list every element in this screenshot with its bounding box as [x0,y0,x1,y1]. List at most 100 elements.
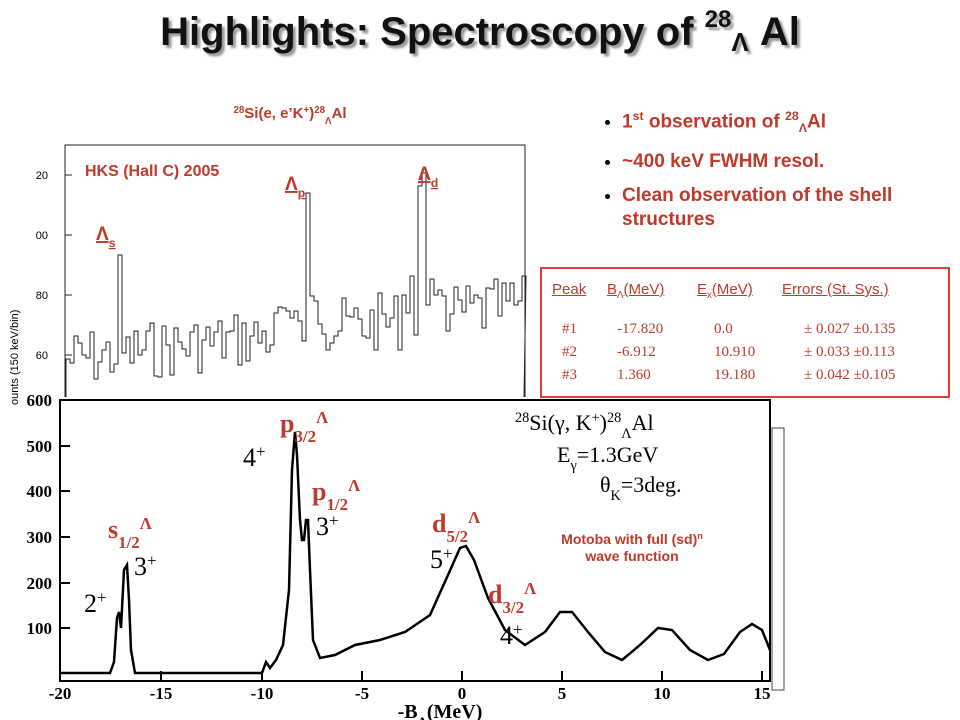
y-tick-label: 200 [27,574,53,593]
orbital-label: d3/2Λ [488,579,537,617]
bullet: Clean observation of the shell structure… [622,184,942,232]
bullet-part: Clean observation of the shell structure… [622,185,893,231]
orbital-label-part: Λ [316,408,329,427]
table-header: Peak [552,281,586,298]
x-axis-label: -BΛ(MeV) [398,701,483,720]
orbital-label-part: Λ [468,508,481,527]
bullet-part: ~400 keV FWHM resol. [622,151,825,173]
top-reaction-part: Λ [325,116,332,127]
bottom-reaction-part: ) [600,410,607,435]
bullet-part: 28 [785,109,799,123]
peak-label-part: Λ [96,224,109,245]
top-y-axis-label: ounts (150 keV/bin) [9,310,21,405]
top-reaction-part: 28 [314,105,325,116]
theory-label-part: wave function [584,548,678,564]
peak-label-part: d [431,176,439,190]
bullet-list: 1st observation of 28ΛAl ~400 keV FWHM re… [600,104,942,242]
bullet-part: observation of [643,111,786,133]
header-part: Peak [552,281,587,298]
bottom-reaction-part: 28 [607,410,621,426]
spin-label: 3+ [316,511,339,542]
peak-label: Λp [285,174,306,200]
header-part: x [707,290,712,301]
table-header: Ex(MeV) [697,281,753,301]
orbital-label-part: 3/2 [502,598,524,617]
table-cell: 19.180 [714,367,756,383]
table-cell: #3 [562,367,577,383]
table-cell: ± 0.033 ±0.113 [804,344,895,360]
x-tick-label: 15 [754,684,771,703]
beam-energy-part: E [557,442,570,467]
title-part: Al [748,10,800,54]
x-tick-label: 10 [654,684,671,703]
theory-label: wave function [584,548,678,564]
peak-label-part: s [109,236,116,250]
y-tick-label: 600 [27,391,53,410]
top-reaction-part: + [303,105,309,116]
header-part: (MeV) [711,281,753,298]
x-tick-label: 5 [558,684,567,703]
bottom-reaction-part: Si(γ, K [529,410,591,435]
orbital-label-part: 1/2 [118,533,140,552]
orbital-label: d5/2Λ [432,508,481,546]
title-part: 28 [704,6,732,33]
spin-label-part: 5 [430,545,443,574]
x-axis-label-part: (MeV) [427,701,483,720]
orbital-label-part: p [312,477,326,506]
table-cell: 1.360 [617,367,651,383]
table-cell: -17.820 [617,321,664,337]
top-reaction: 28Si(e, e’K+)28ΛAl [233,105,346,127]
theory-label-part: Motoba with full (sd) [561,531,697,547]
spin-label-part: + [443,544,453,563]
cropped-frame [771,427,785,691]
top-reaction-part: 28 [233,105,244,116]
top-y-tick-label: 00 [36,230,48,242]
top-y-tick-label: 60 [36,350,48,362]
orbital-label-part: Λ [524,579,537,598]
header-part: Λ [617,290,624,301]
bullet: 1st observation of 28ΛAl [622,104,942,140]
table-header: Errors (St. Sys.) [782,281,889,298]
bottom-frame [59,399,771,682]
slide-title: Highlights: Spectroscopy of 28Λ Al [0,6,960,58]
orbital-label-part: 5/2 [446,527,468,546]
table-cell: 10.910 [714,344,756,360]
table-cell: #1 [562,321,577,337]
spin-label-part: + [329,511,339,530]
x-tick-label: -20 [49,684,72,703]
top-reaction-part: Si(e, e’K [244,105,303,122]
kaon-angle-part: θ [600,472,611,497]
bottom-reaction-part: + [592,410,600,426]
orbital-label-part: Λ [140,514,153,533]
x-tick-label: -10 [251,684,274,703]
table-cell: #2 [562,344,577,360]
top-y-tick-label: 20 [36,170,48,182]
bullet-part: st [632,109,644,123]
spin-label: 5+ [430,544,453,575]
top-reaction-part: Al [332,105,347,122]
theory-label: Motoba with full (sd)n [561,531,703,547]
top-y-tick-label: 80 [36,290,48,302]
spin-label-part: 3 [134,552,147,581]
orbital-label-part: d [432,509,447,538]
header-part: Errors (St. Sys.) [782,281,889,298]
bullet-part: 1 [622,111,633,133]
table-cell: ± 0.027 ±0.135 [804,321,896,337]
orbital-label-part: Λ [348,476,361,495]
orbital-label-part: p [280,409,294,438]
x-axis-label-part: -B [398,701,418,720]
bottom-reaction-part: Al [632,410,654,435]
spin-label: 4+ [243,442,266,473]
table-cell: -6.912 [617,344,656,360]
orbital-label: p1/2Λ [312,476,361,514]
peak-label: Λs [96,224,116,250]
beam-energy: Eγ=1.3GeV [557,442,658,474]
spin-label: 3+ [134,551,157,582]
x-tick-label: -5 [355,684,369,703]
spin-label-part: + [513,620,523,639]
bullet: ~400 keV FWHM resol. [622,150,942,174]
orbital-label-part: s [108,515,118,544]
bottom-reaction-part: Λ [621,426,632,442]
